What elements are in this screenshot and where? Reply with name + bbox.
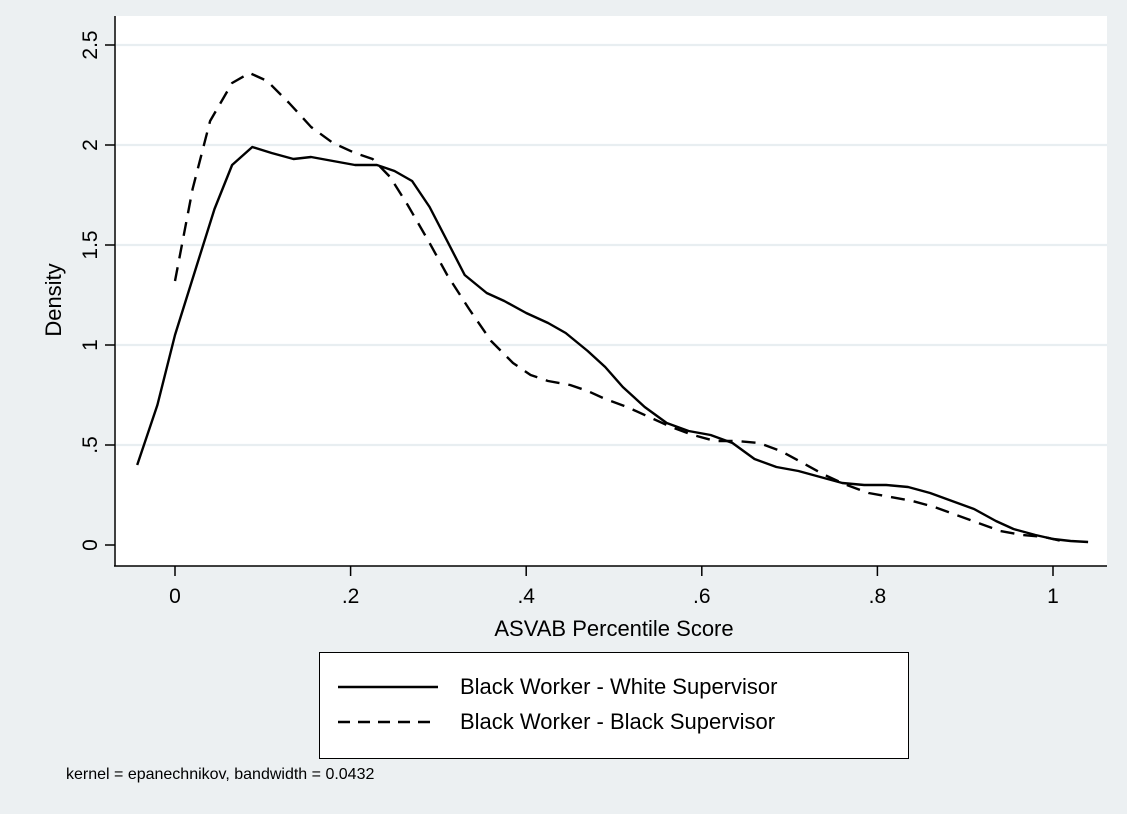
legend: Black Worker - White Supervisor Black Wo… xyxy=(319,652,909,759)
y-ticks: 0 .5 1 1.5 2 2.5 xyxy=(79,30,115,551)
density-plot: 0 .2 .4 .6 .8 1 0 .5 1 1.5 2 2.5 ASVAB Percentile … xyxy=(41,16,1107,641)
axes xyxy=(114,16,1107,567)
series-line-white-supervisor xyxy=(136,145,1089,544)
kernel-note: kernel = epanechnikov, bandwidth = 0.043… xyxy=(66,766,375,783)
y-axis-title: Density xyxy=(41,263,66,336)
legend-label: Black Worker - White Supervisor xyxy=(460,674,778,699)
x-ticks: 0 .2 .4 .6 .8 1 xyxy=(169,566,1059,608)
series-line-black-supervisor xyxy=(173,71,1063,543)
y-tick-label: 1.5 xyxy=(79,230,102,259)
x-tick-label: .8 xyxy=(869,585,887,608)
x-tick-label: .6 xyxy=(693,585,711,608)
y-tick-label: .5 xyxy=(79,436,102,454)
legend-swatch-dashed xyxy=(338,720,438,724)
legend-item-black-supervisor: Black Worker - Black Supervisor xyxy=(320,705,908,739)
y-tick-label: 1 xyxy=(79,339,102,351)
y-tick-label: 0 xyxy=(79,539,102,551)
x-axis-title: ASVAB Percentile Score xyxy=(494,616,733,641)
legend-item-white-supervisor: Black Worker - White Supervisor xyxy=(320,670,908,704)
legend-swatch-solid xyxy=(338,685,438,689)
y-tick-label: 2 xyxy=(79,139,102,151)
y-tick-label: 2.5 xyxy=(79,30,102,59)
x-tick-label: .4 xyxy=(517,585,535,608)
x-tick-label: .2 xyxy=(342,585,360,608)
series-layer xyxy=(136,71,1089,544)
x-tick-label: 1 xyxy=(1047,585,1059,608)
plot-area xyxy=(114,16,1107,566)
legend-label: Black Worker - Black Supervisor xyxy=(460,709,776,734)
x-tick-label: 0 xyxy=(169,585,181,608)
gridlines xyxy=(116,43,1107,447)
